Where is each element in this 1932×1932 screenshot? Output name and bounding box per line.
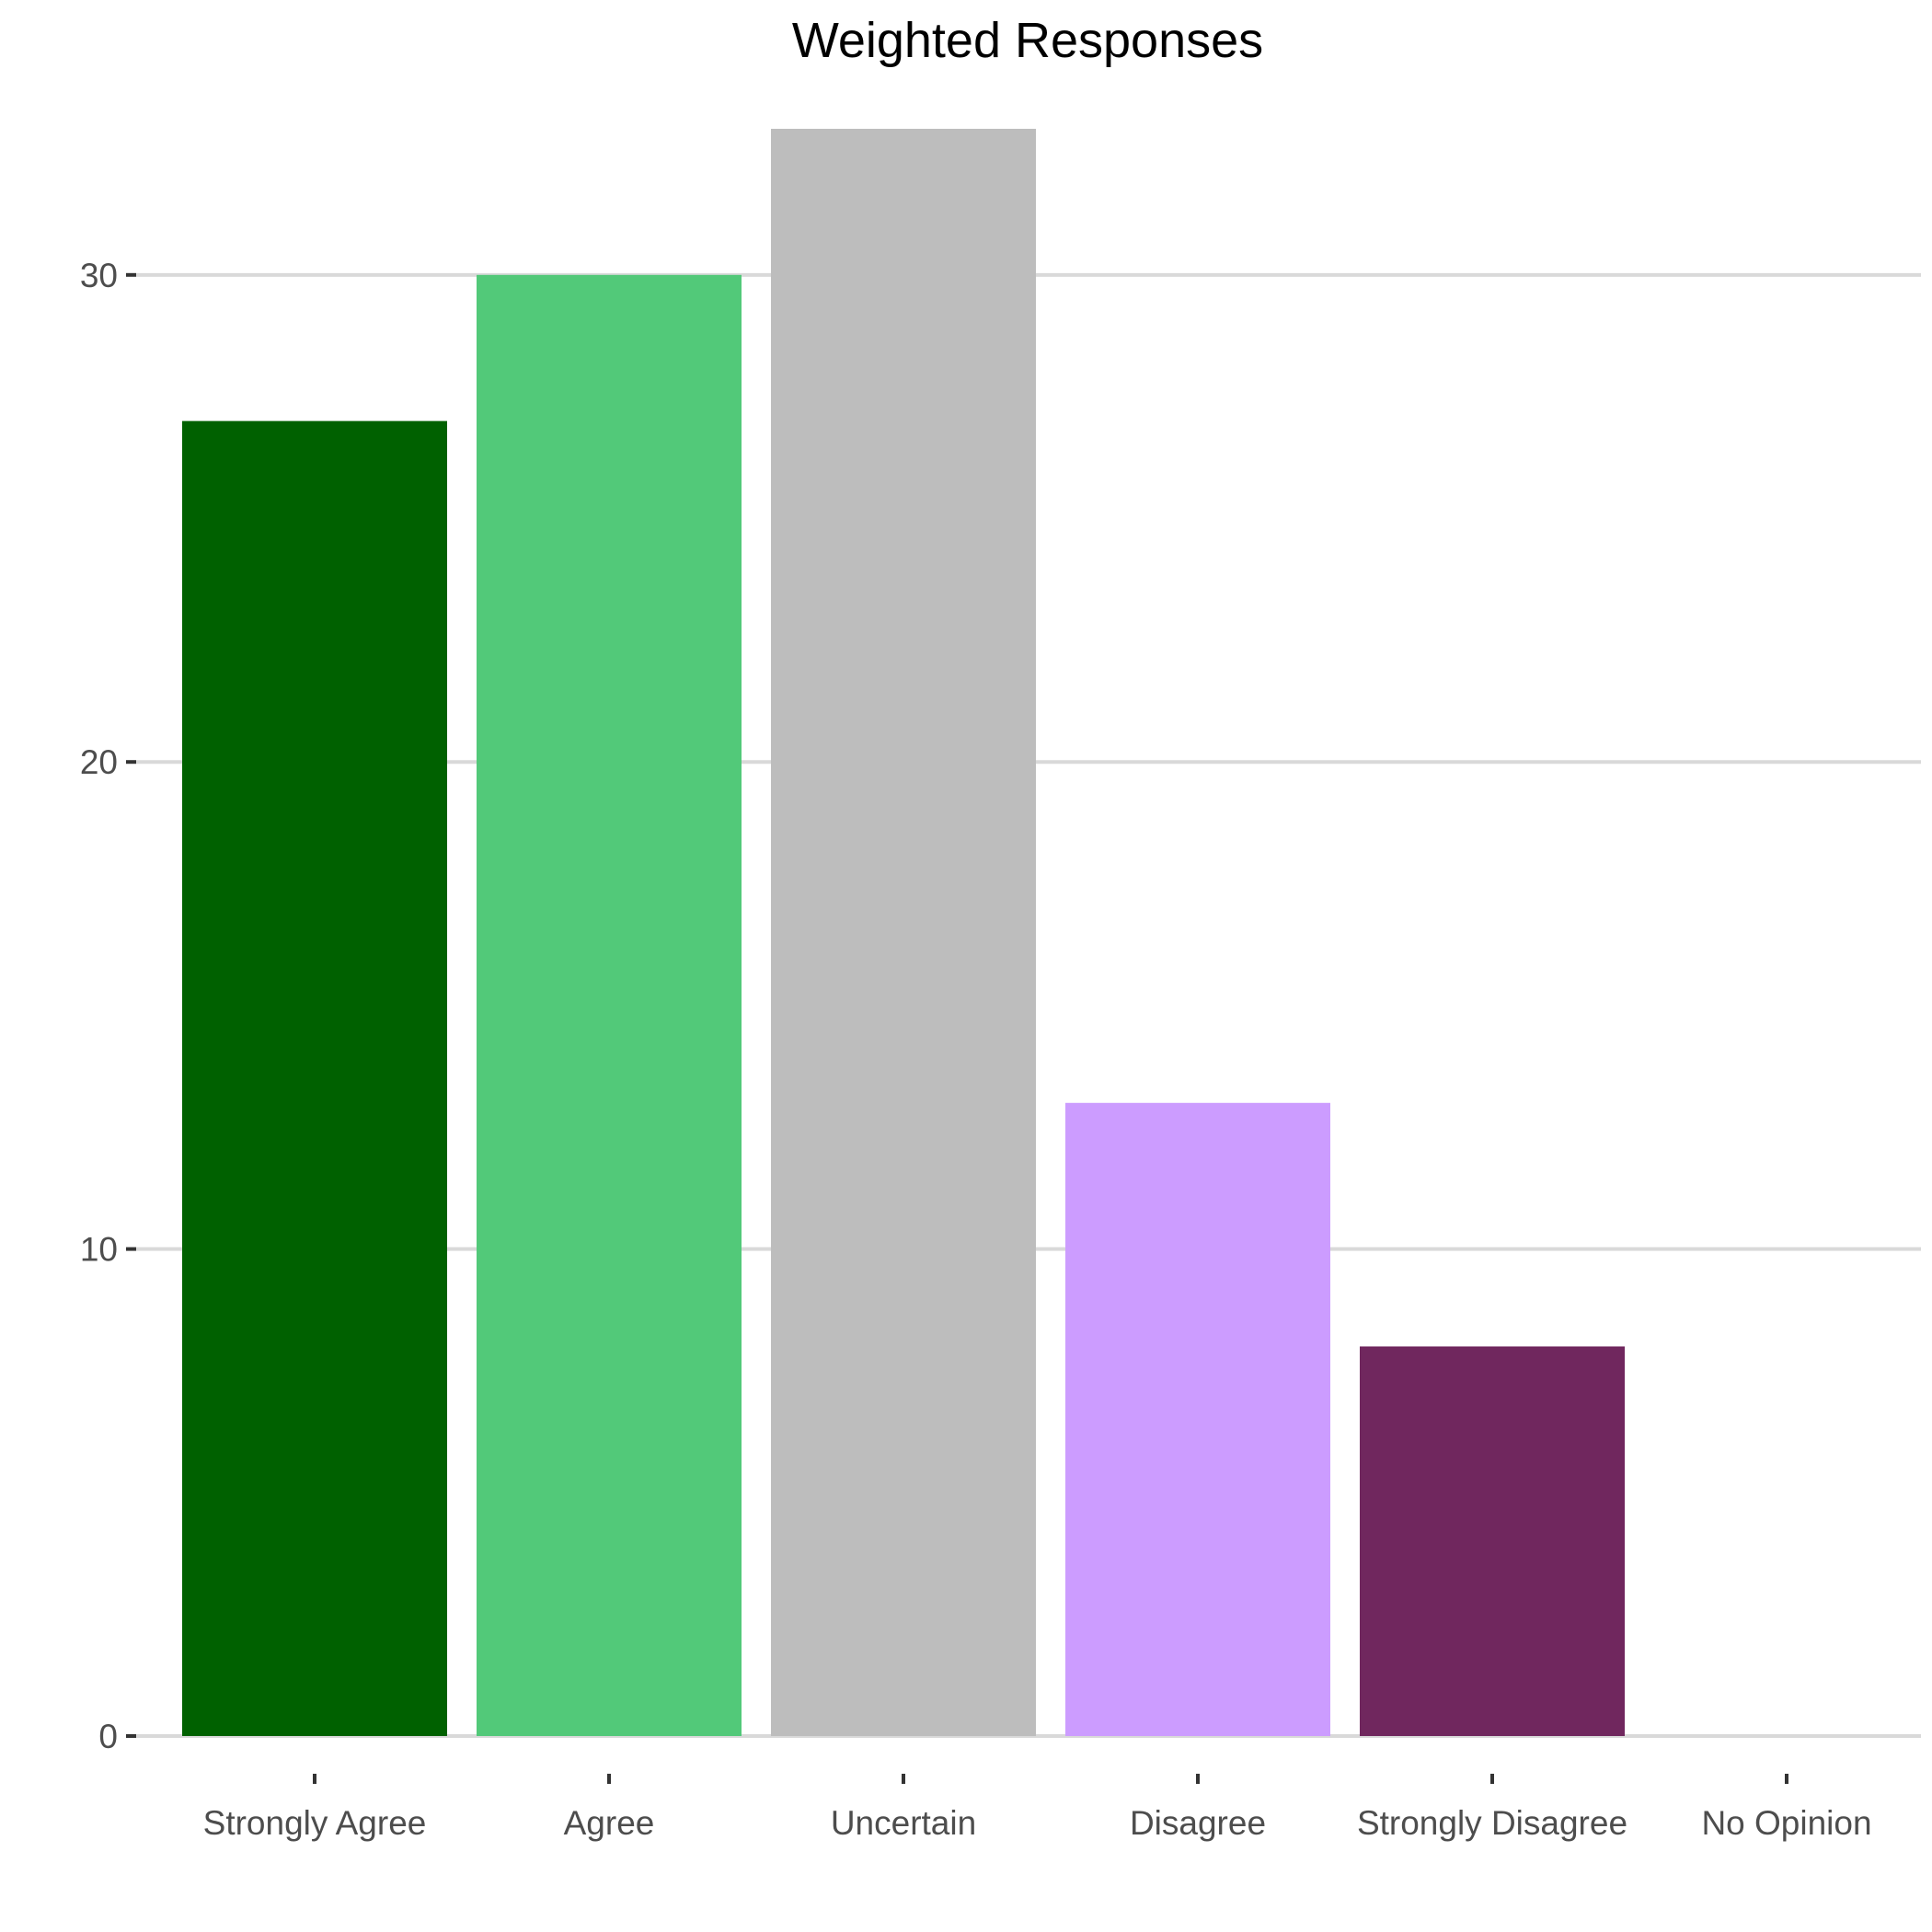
bars [182, 129, 1625, 1737]
bar-strongly-disagree [1360, 1346, 1625, 1736]
y-tick-label: 0 [98, 1718, 118, 1755]
bar-disagree [1065, 1102, 1330, 1736]
bar-uncertain [771, 129, 1036, 1736]
bar-agree [477, 274, 742, 1737]
x-tick-label: Strongly Agree [203, 1804, 427, 1842]
x-tick-label: Disagree [1130, 1804, 1266, 1842]
y-tick-label: 30 [80, 257, 118, 294]
chart-title: Weighted Responses [792, 13, 1263, 68]
bar-strongly-agree [182, 420, 447, 1736]
x-tick-label: No Opinion [1701, 1804, 1871, 1842]
y-tick-label: 20 [80, 743, 118, 781]
x-tick-label: Uncertain [831, 1804, 976, 1842]
x-axis: Strongly Agree Agree Uncertain Disagree Stro… [203, 1774, 1872, 1842]
y-axis: 0 10 20 30 [80, 257, 136, 1755]
x-tick-label: Agree [564, 1804, 655, 1842]
y-tick-label: 10 [80, 1231, 118, 1269]
x-tick-label: Strongly Disagree [1357, 1804, 1627, 1842]
